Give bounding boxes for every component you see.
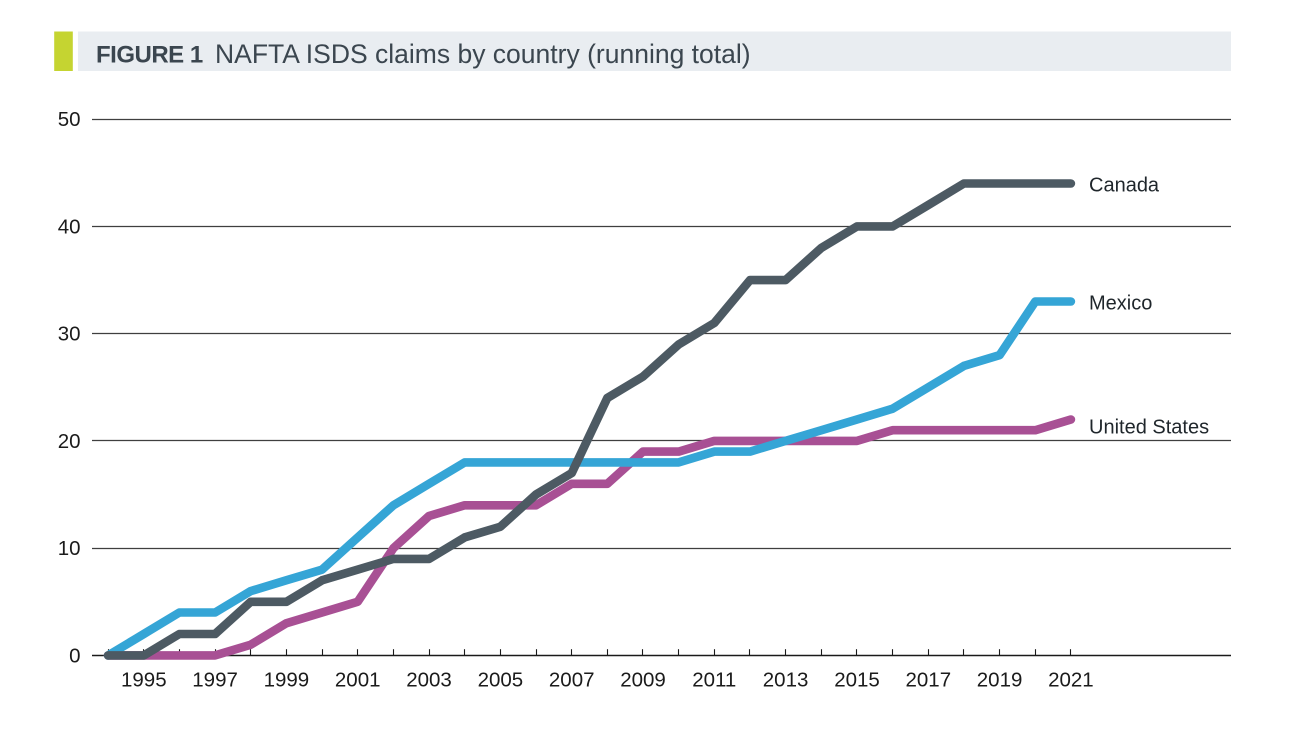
svg-text:1999: 1999: [264, 668, 310, 691]
svg-text:Mexico: Mexico: [1089, 293, 1152, 315]
svg-text:2011: 2011: [692, 668, 736, 691]
svg-text:30: 30: [58, 323, 81, 346]
svg-text:FIGURE 1: FIGURE 1: [96, 42, 203, 69]
svg-text:10: 10: [58, 537, 81, 560]
svg-text:0: 0: [69, 644, 80, 667]
svg-text:1995: 1995: [121, 668, 167, 691]
svg-text:20: 20: [58, 430, 81, 453]
svg-text:2005: 2005: [478, 668, 524, 691]
svg-text:1997: 1997: [192, 668, 238, 691]
svg-text:2021: 2021: [1048, 668, 1094, 691]
svg-text:2019: 2019: [977, 668, 1023, 691]
svg-text:2003: 2003: [406, 668, 452, 691]
svg-text:2009: 2009: [620, 668, 666, 691]
svg-text:United States: United States: [1089, 417, 1209, 439]
svg-text:50: 50: [58, 108, 81, 131]
svg-text:40: 40: [58, 215, 81, 238]
svg-text:2001: 2001: [335, 668, 381, 691]
svg-text:NAFTA ISDS claims by country (: NAFTA ISDS claims by country (running to…: [215, 39, 751, 69]
svg-text:Canada: Canada: [1089, 175, 1160, 197]
svg-text:2013: 2013: [763, 668, 809, 691]
svg-text:2007: 2007: [549, 668, 595, 691]
svg-text:2017: 2017: [905, 668, 951, 691]
svg-text:2015: 2015: [834, 668, 880, 691]
